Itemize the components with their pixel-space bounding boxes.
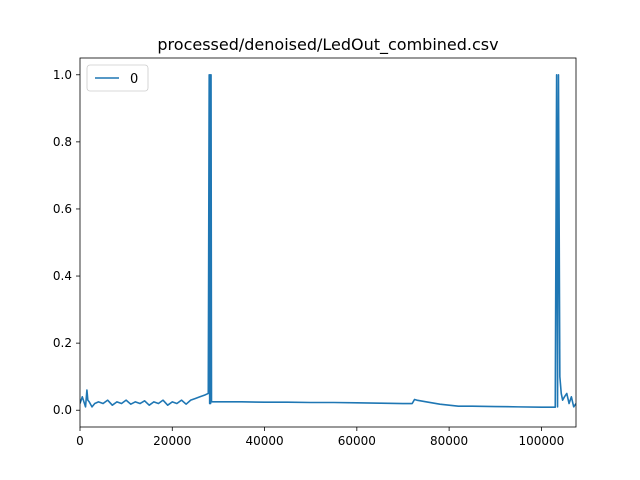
series-line-0 — [80, 73, 576, 409]
x-tick-label: 20000 — [153, 434, 191, 448]
y-tick-label: 0.6 — [53, 202, 72, 216]
x-tick-label: 0 — [76, 434, 84, 448]
legend: 0 — [86, 64, 149, 92]
legend-label: 0 — [130, 72, 138, 87]
y-tick-label: 1.0 — [53, 68, 72, 82]
y-tick-label: 0.0 — [53, 403, 72, 417]
y-tick-label: 0.8 — [53, 135, 72, 149]
x-tick-label: 100000 — [518, 434, 564, 448]
x-tick-label: 60000 — [338, 434, 376, 448]
plot-frame — [79, 57, 577, 428]
chart-title: processed/denoised/LedOut_combined.csv — [157, 35, 498, 55]
x-tick-label: 40000 — [245, 434, 283, 448]
y-tick-label: 0.2 — [53, 336, 72, 350]
y-tick-label: 0.4 — [53, 269, 72, 283]
x-axis: 0 20000 40000 60000 80000 100000 — [76, 427, 564, 448]
y-axis: 0.0 0.2 0.4 0.6 0.8 1.0 — [53, 68, 80, 417]
x-tick-label: 80000 — [430, 434, 468, 448]
